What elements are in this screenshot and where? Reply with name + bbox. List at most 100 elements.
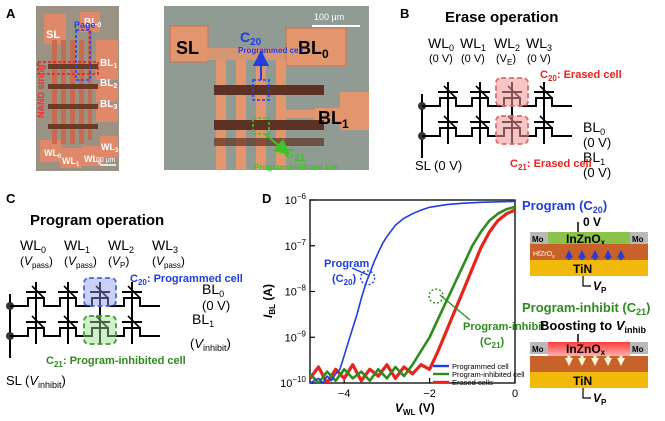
- erase-wl0-label: WL0: [428, 35, 454, 53]
- svg-text:(0 V): (0 V): [461, 53, 485, 65]
- svg-text:Mo: Mo: [632, 345, 644, 354]
- y-tick-label: 10−10: [280, 375, 306, 390]
- panel-a-letter: A: [6, 6, 16, 21]
- y-tick-label: 10−8: [285, 284, 307, 299]
- erase-wl2-label: WL2: [494, 35, 520, 53]
- svg-text:Program-inhibit (C21): Program-inhibit (C21): [522, 300, 650, 317]
- program-array: BL0(0 V)BL1 (Vinhibit) SL (Vinhibit) C20: P…: [6, 273, 243, 390]
- program-wl2-label: WL2: [108, 237, 134, 255]
- svg-text:(0 V): (0 V): [583, 135, 611, 150]
- svg-text:(Vinhibit): (Vinhibit): [190, 336, 231, 353]
- svg-text:BL1: BL1: [583, 149, 605, 167]
- label-nand-string: NAND string: [36, 65, 46, 119]
- svg-text:WL0: WL0: [44, 148, 62, 160]
- program-wl3-label: WL3: [152, 237, 178, 255]
- svg-text:BL0: BL0: [583, 119, 605, 137]
- series-line-1: [310, 205, 515, 383]
- erase-title: Erase operation: [445, 9, 558, 26]
- panel-d-letter: D: [262, 191, 271, 206]
- svg-text:InZnOx: InZnOx: [566, 342, 606, 357]
- svg-text:BL3: BL3: [100, 99, 117, 111]
- svg-text:WL2: WL2: [84, 154, 102, 166]
- erase-wl-labels: WL0(0 V)WL1(0 V)WL2(VE)WL3(0 V): [428, 35, 552, 67]
- svg-text:VP: VP: [593, 391, 607, 407]
- svg-text:Boosting to Vinhib: Boosting to Vinhib: [540, 318, 646, 335]
- y-tick-label: 10−6: [285, 192, 307, 207]
- page-box: [75, 29, 91, 81]
- svg-text:BL0: BL0: [202, 281, 224, 299]
- svg-text:(0 V): (0 V): [527, 53, 551, 65]
- program-title: Program operation: [30, 212, 164, 229]
- marker-0: [359, 270, 376, 286]
- erase-array: BL0(0 V)BL1(0 V)SL (0 V)C20: Erased cell…: [415, 69, 622, 180]
- svg-text:0 V: 0 V: [583, 215, 601, 229]
- svg-text:TiN: TiN: [573, 262, 592, 276]
- svg-text:BL1: BL1: [318, 108, 349, 131]
- label-page: Page: [74, 20, 96, 30]
- x-axis-label: VWL (V): [395, 401, 435, 417]
- y-axis-label: IBL (A): [261, 284, 277, 318]
- nand-string-box: [37, 61, 99, 75]
- svg-text:Mo: Mo: [632, 235, 644, 244]
- svg-text:TiN: TiN: [573, 374, 592, 388]
- svg-text:HfZrOx: HfZrOx: [533, 251, 555, 260]
- inhibit-schematic: Program-inhibit (C21) Boosting to Vinhib…: [522, 300, 650, 407]
- svg-text:(C20): (C20): [332, 273, 357, 287]
- svg-text:(0 V): (0 V): [583, 165, 611, 180]
- legend-label-0: Programmed cell: [452, 362, 509, 371]
- svg-text:(Vpass): (Vpass): [20, 254, 53, 270]
- program-wl-labels: WL0(Vpass)WL1(Vpass)WL2(VP)WL3(Vpass): [20, 237, 185, 270]
- svg-text:SL (0 V): SL (0 V): [415, 158, 462, 173]
- x-tick-label: 0: [512, 388, 518, 400]
- svg-text:BL0: BL0: [84, 17, 101, 29]
- svg-text:InZnOx: InZnOx: [566, 232, 606, 247]
- svg-text:Mo: Mo: [532, 345, 544, 354]
- program-wl0-label: WL0: [20, 237, 46, 255]
- series-line-0: [310, 200, 515, 383]
- svg-text:(Vpass): (Vpass): [64, 254, 97, 270]
- annot-inhibit: Program-inhibit: [463, 321, 545, 333]
- svg-text:(C21): (C21): [480, 336, 505, 350]
- micrograph-overview: SL BL0 BL1 BL2 BL3 WL0 WL1 WL2 WL3 Page …: [36, 6, 119, 171]
- svg-text:SL: SL: [46, 29, 60, 41]
- svg-text:C21: C21: [284, 145, 306, 164]
- y-tick-label: 10−7: [285, 238, 307, 253]
- svg-text:BL2: BL2: [100, 78, 117, 90]
- svg-text:C21: Erased cell: C21: Erased cell: [510, 158, 592, 172]
- svg-text:BL1: BL1: [100, 58, 117, 70]
- scale-label-2: 100 μm: [314, 12, 344, 22]
- svg-text:WL1: WL1: [62, 156, 80, 168]
- label-sl-zoom: SL: [176, 38, 199, 58]
- svg-text:Program (C20): Program (C20): [522, 198, 607, 215]
- erase-wl1-label: WL1: [460, 35, 486, 53]
- svg-text:Program-inhibited cell: Program-inhibited cell: [254, 163, 338, 172]
- svg-text:BL0: BL0: [298, 38, 329, 61]
- marker-1: [428, 288, 444, 304]
- scale-label-1: 100 μm: [92, 157, 116, 164]
- svg-text:C20: Erased cell: C20: Erased cell: [540, 69, 622, 83]
- svg-text:C20: C20: [240, 29, 262, 48]
- svg-text:(VE): (VE): [496, 53, 516, 67]
- annot-program: Program: [324, 258, 369, 270]
- svg-text:C21: Program-inhibited cell: C21: Program-inhibited cell: [46, 355, 186, 369]
- x-tick-label: −4: [338, 388, 351, 400]
- program-wl1-label: WL1: [64, 237, 90, 255]
- y-tick-label: 10−9: [285, 329, 307, 344]
- iv-chart: −4 −2 0 10−10 10−9 10−8 10−7 10−6 VWL (V) IBL (A)…: [261, 192, 545, 417]
- svg-text:Mo: Mo: [532, 235, 544, 244]
- label-sl: SL: [46, 29, 60, 41]
- program-schematic: Program (C20) 0 V Mo Mo InZnOx HfZrOx Ti…: [522, 198, 648, 295]
- series-line-2: [310, 208, 515, 383]
- micrograph-zoom: SL BL0 BL1 100 μm C20 Programmed cell C2…: [164, 6, 369, 172]
- svg-text:(Vpass): (Vpass): [152, 254, 185, 270]
- x-tick-label: −2: [423, 388, 436, 400]
- svg-text:Programmed cell: Programmed cell: [238, 46, 303, 55]
- svg-text:WL3: WL3: [101, 142, 119, 154]
- legend-label-2: Erased cells: [452, 378, 493, 387]
- panel-b-letter: B: [400, 6, 409, 21]
- svg-text:(0 V): (0 V): [429, 53, 453, 65]
- erase-wl3-label: WL3: [526, 35, 552, 53]
- panel-c-letter: C: [6, 191, 16, 206]
- svg-text:(VP): (VP): [108, 254, 129, 270]
- svg-text:C20: Programmed cell: C20: Programmed cell: [130, 273, 243, 287]
